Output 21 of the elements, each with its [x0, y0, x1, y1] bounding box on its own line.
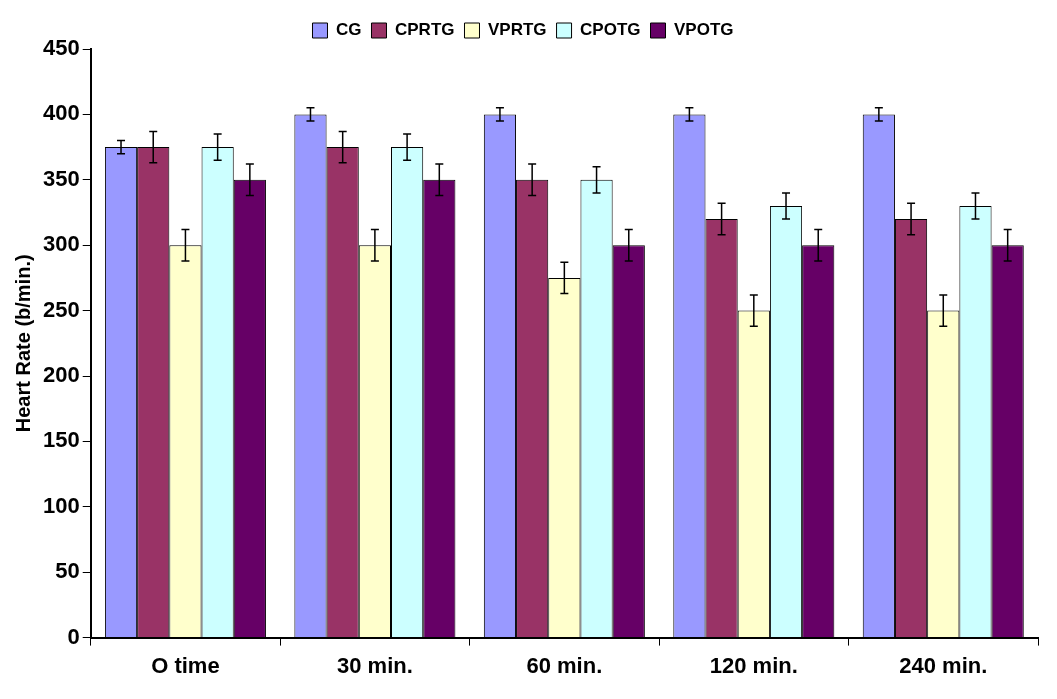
y-tick-label: 150 — [42, 427, 80, 453]
y-tick-label: 200 — [42, 362, 80, 388]
y-tick-label: 250 — [42, 296, 80, 322]
legend-label: CPOTG — [580, 20, 641, 40]
y-tick-label: 50 — [55, 558, 80, 584]
legend-label: CPRTG — [394, 20, 455, 40]
x-tick-label: 240 min. — [899, 652, 988, 678]
x-tick-label: 60 min. — [526, 652, 603, 678]
legend-label: VPOTG — [674, 20, 734, 40]
x-tick-label: O time — [151, 652, 220, 678]
y-tick-label: 350 — [42, 165, 80, 191]
y-axis-title: Heart Rate (b/min.) — [11, 254, 34, 433]
legend-label: VPRTG — [487, 20, 547, 40]
y-tick-label: 450 — [42, 35, 80, 61]
legend-label: CG — [335, 20, 362, 40]
x-tick-label: 30 min. — [336, 652, 413, 678]
y-tick-label: 0 — [67, 623, 80, 649]
y-tick-label: 400 — [42, 100, 80, 126]
x-tick-label: 120 min. — [709, 652, 798, 678]
y-tick-label: 100 — [42, 492, 80, 518]
y-tick-label: 300 — [42, 231, 80, 257]
